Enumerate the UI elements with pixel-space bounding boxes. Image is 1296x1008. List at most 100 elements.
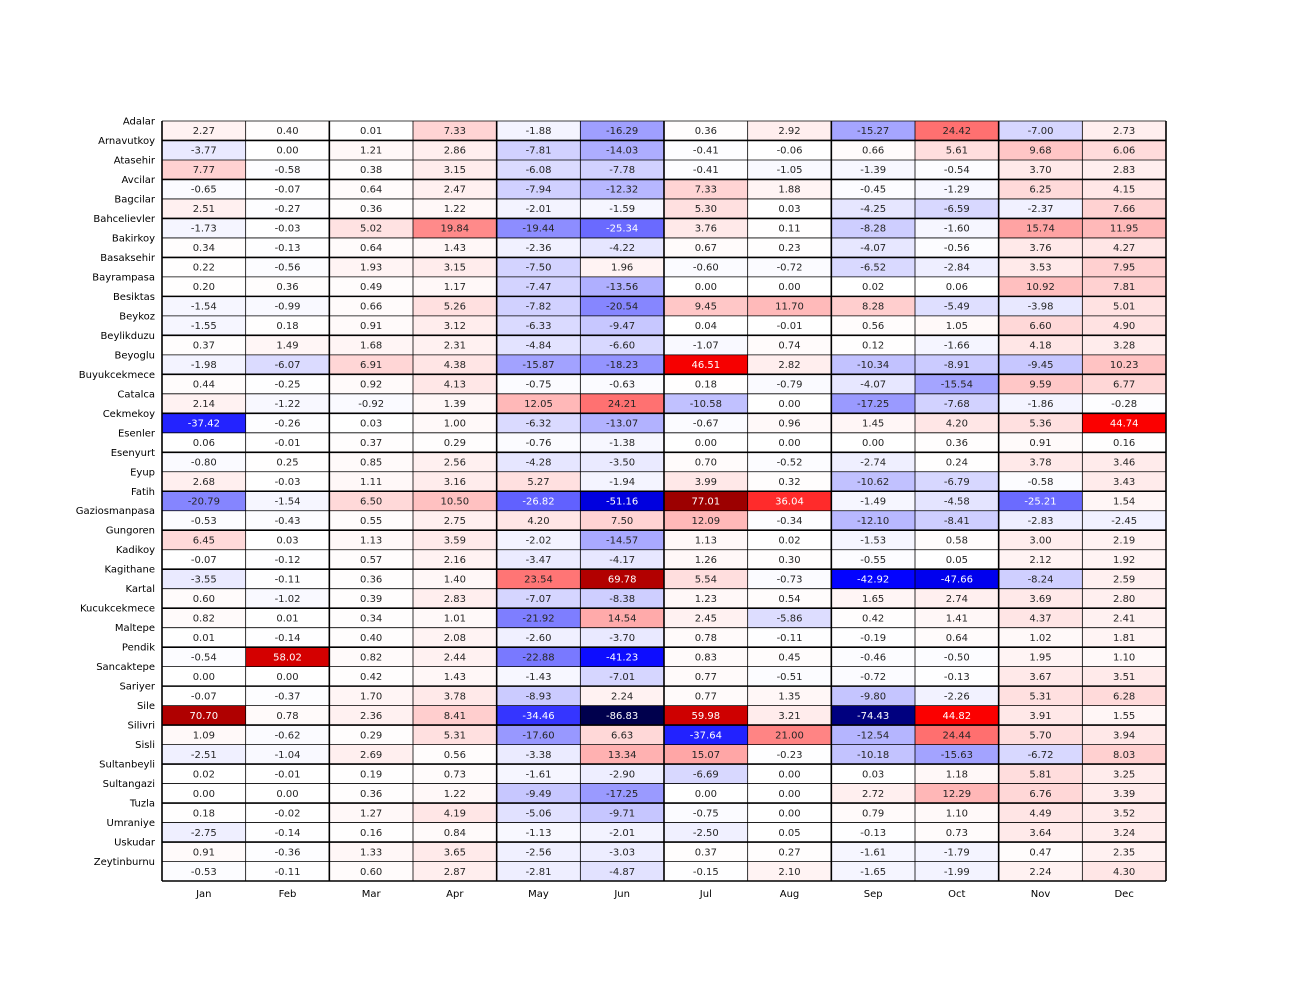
heatmap-cell (329, 432, 413, 453)
cell-value-label: 0.77 (695, 672, 717, 683)
cell-value-label: 2.08 (444, 633, 466, 644)
cell-value-label: -6.59 (944, 204, 970, 215)
heatmap-cell (245, 335, 330, 355)
cell-value-label: 3.65 (444, 847, 466, 858)
heatmap-cell (831, 452, 915, 472)
heatmap-cell (580, 861, 664, 881)
cell-value-label: 1.45 (862, 419, 884, 430)
cell-value-label: 6.45 (193, 535, 215, 546)
heatmap-cell (1082, 413, 1166, 433)
heatmap-cell (1082, 510, 1166, 531)
cell-value-label: 4.19 (444, 808, 466, 819)
heatmap-cell (831, 315, 915, 336)
cell-value-label: -4.07 (860, 243, 886, 254)
heatmap-cell (664, 315, 748, 336)
cell-value-label: 0.36 (360, 574, 382, 585)
heatmap-cell (915, 803, 999, 823)
x-tick-label: Oct (948, 889, 965, 900)
heatmap-cell (664, 237, 748, 258)
y-tick-label: Kucukcekmece (80, 604, 155, 615)
y-tick-label: Cekmekoy (103, 409, 155, 420)
cell-value-label: 0.55 (360, 516, 382, 527)
heatmap-cell (831, 530, 915, 550)
heatmap-cell (245, 393, 330, 414)
heatmap-cell (413, 627, 497, 648)
heatmap-cell (580, 237, 664, 258)
heatmap-cell (162, 121, 246, 141)
cell-value-label: -41.23 (606, 652, 638, 663)
heatmap-cell (915, 783, 999, 804)
heatmap-cell (162, 374, 246, 394)
cell-value-label: 1.05 (946, 321, 968, 332)
cell-value-label: 4.30 (1113, 867, 1135, 878)
y-tick-label: Pendik (122, 643, 155, 654)
heatmap-cell (580, 549, 664, 570)
cell-value-label: 0.00 (778, 282, 800, 293)
heatmap-cell (1082, 315, 1166, 336)
heatmap-cell (831, 491, 915, 511)
heatmap-cell (831, 705, 915, 726)
heatmap-cell (998, 686, 1083, 706)
cell-value-label: 3.70 (1029, 165, 1051, 176)
heatmap-cell (162, 627, 246, 648)
heatmap-cell (245, 121, 330, 141)
cell-value-label: -6.60 (609, 341, 635, 352)
y-tick-label: Zeytinburnu (94, 857, 155, 868)
heatmap-cell (747, 803, 832, 823)
heatmap-cell (747, 783, 832, 804)
cell-value-label: -1.88 (526, 126, 552, 137)
cell-value-label: 0.24 (946, 458, 968, 469)
y-tick-label: Kadikoy (116, 545, 155, 556)
heatmap-cell (245, 705, 330, 726)
cell-value-label: 0.11 (778, 224, 800, 235)
heatmap-cell (329, 121, 413, 141)
cell-value-label: 5.30 (695, 204, 717, 215)
heatmap-cell (664, 413, 748, 433)
cell-value-label: 44.74 (1110, 419, 1139, 430)
heatmap-cell (664, 452, 748, 472)
heatmap-cell (580, 296, 664, 316)
heatmap-cell (245, 432, 330, 453)
heatmap-cell (580, 627, 664, 648)
cell-value-label: -1.22 (275, 399, 301, 410)
cell-value-label: 0.29 (444, 438, 466, 449)
cell-value-label: -0.03 (275, 477, 301, 488)
cell-value-label: -86.83 (606, 711, 638, 722)
cell-value-label: 5.27 (527, 477, 549, 488)
heatmap-cell (329, 452, 413, 472)
x-tick-label: Apr (446, 889, 464, 900)
cell-value-label: 59.98 (692, 711, 721, 722)
heatmap-cell (664, 257, 748, 277)
heatmap-cell (1082, 374, 1166, 394)
heatmap-cell (747, 842, 832, 862)
heatmap-cell (162, 764, 246, 784)
heatmap-cell (329, 822, 413, 843)
cell-value-label: -20.54 (606, 302, 638, 313)
heatmap-cell (413, 530, 497, 550)
cell-value-label: 1.92 (1113, 555, 1135, 566)
heatmap-cell (998, 647, 1083, 667)
cell-value-label: 2.92 (778, 126, 800, 137)
heatmap-cell (245, 452, 330, 472)
cell-value-label: 3.91 (1029, 711, 1051, 722)
heatmap-cell (496, 218, 581, 238)
cell-value-label: 2.80 (1113, 594, 1135, 605)
heatmap-cell (329, 842, 413, 862)
heatmap-cell (580, 783, 664, 804)
cell-value-label: 5.01 (1113, 302, 1135, 313)
cell-value-label: 4.27 (1113, 243, 1135, 254)
heatmap-cell (664, 530, 748, 550)
heatmap-cell (998, 705, 1083, 726)
heatmap-cell (747, 159, 832, 180)
x-tick-label: Jan (195, 889, 211, 900)
heatmap-cell (915, 335, 999, 355)
heatmap-cell (496, 666, 581, 687)
heatmap-cell (329, 510, 413, 531)
cell-value-label: -5.86 (777, 613, 803, 624)
cell-value-label: 1.10 (1113, 652, 1135, 663)
cell-value-label: -0.46 (860, 652, 886, 663)
cell-value-label: -3.77 (191, 146, 217, 157)
heatmap-cell (747, 413, 832, 433)
heatmap-cell (245, 783, 330, 804)
cell-value-label: -37.42 (188, 419, 220, 430)
